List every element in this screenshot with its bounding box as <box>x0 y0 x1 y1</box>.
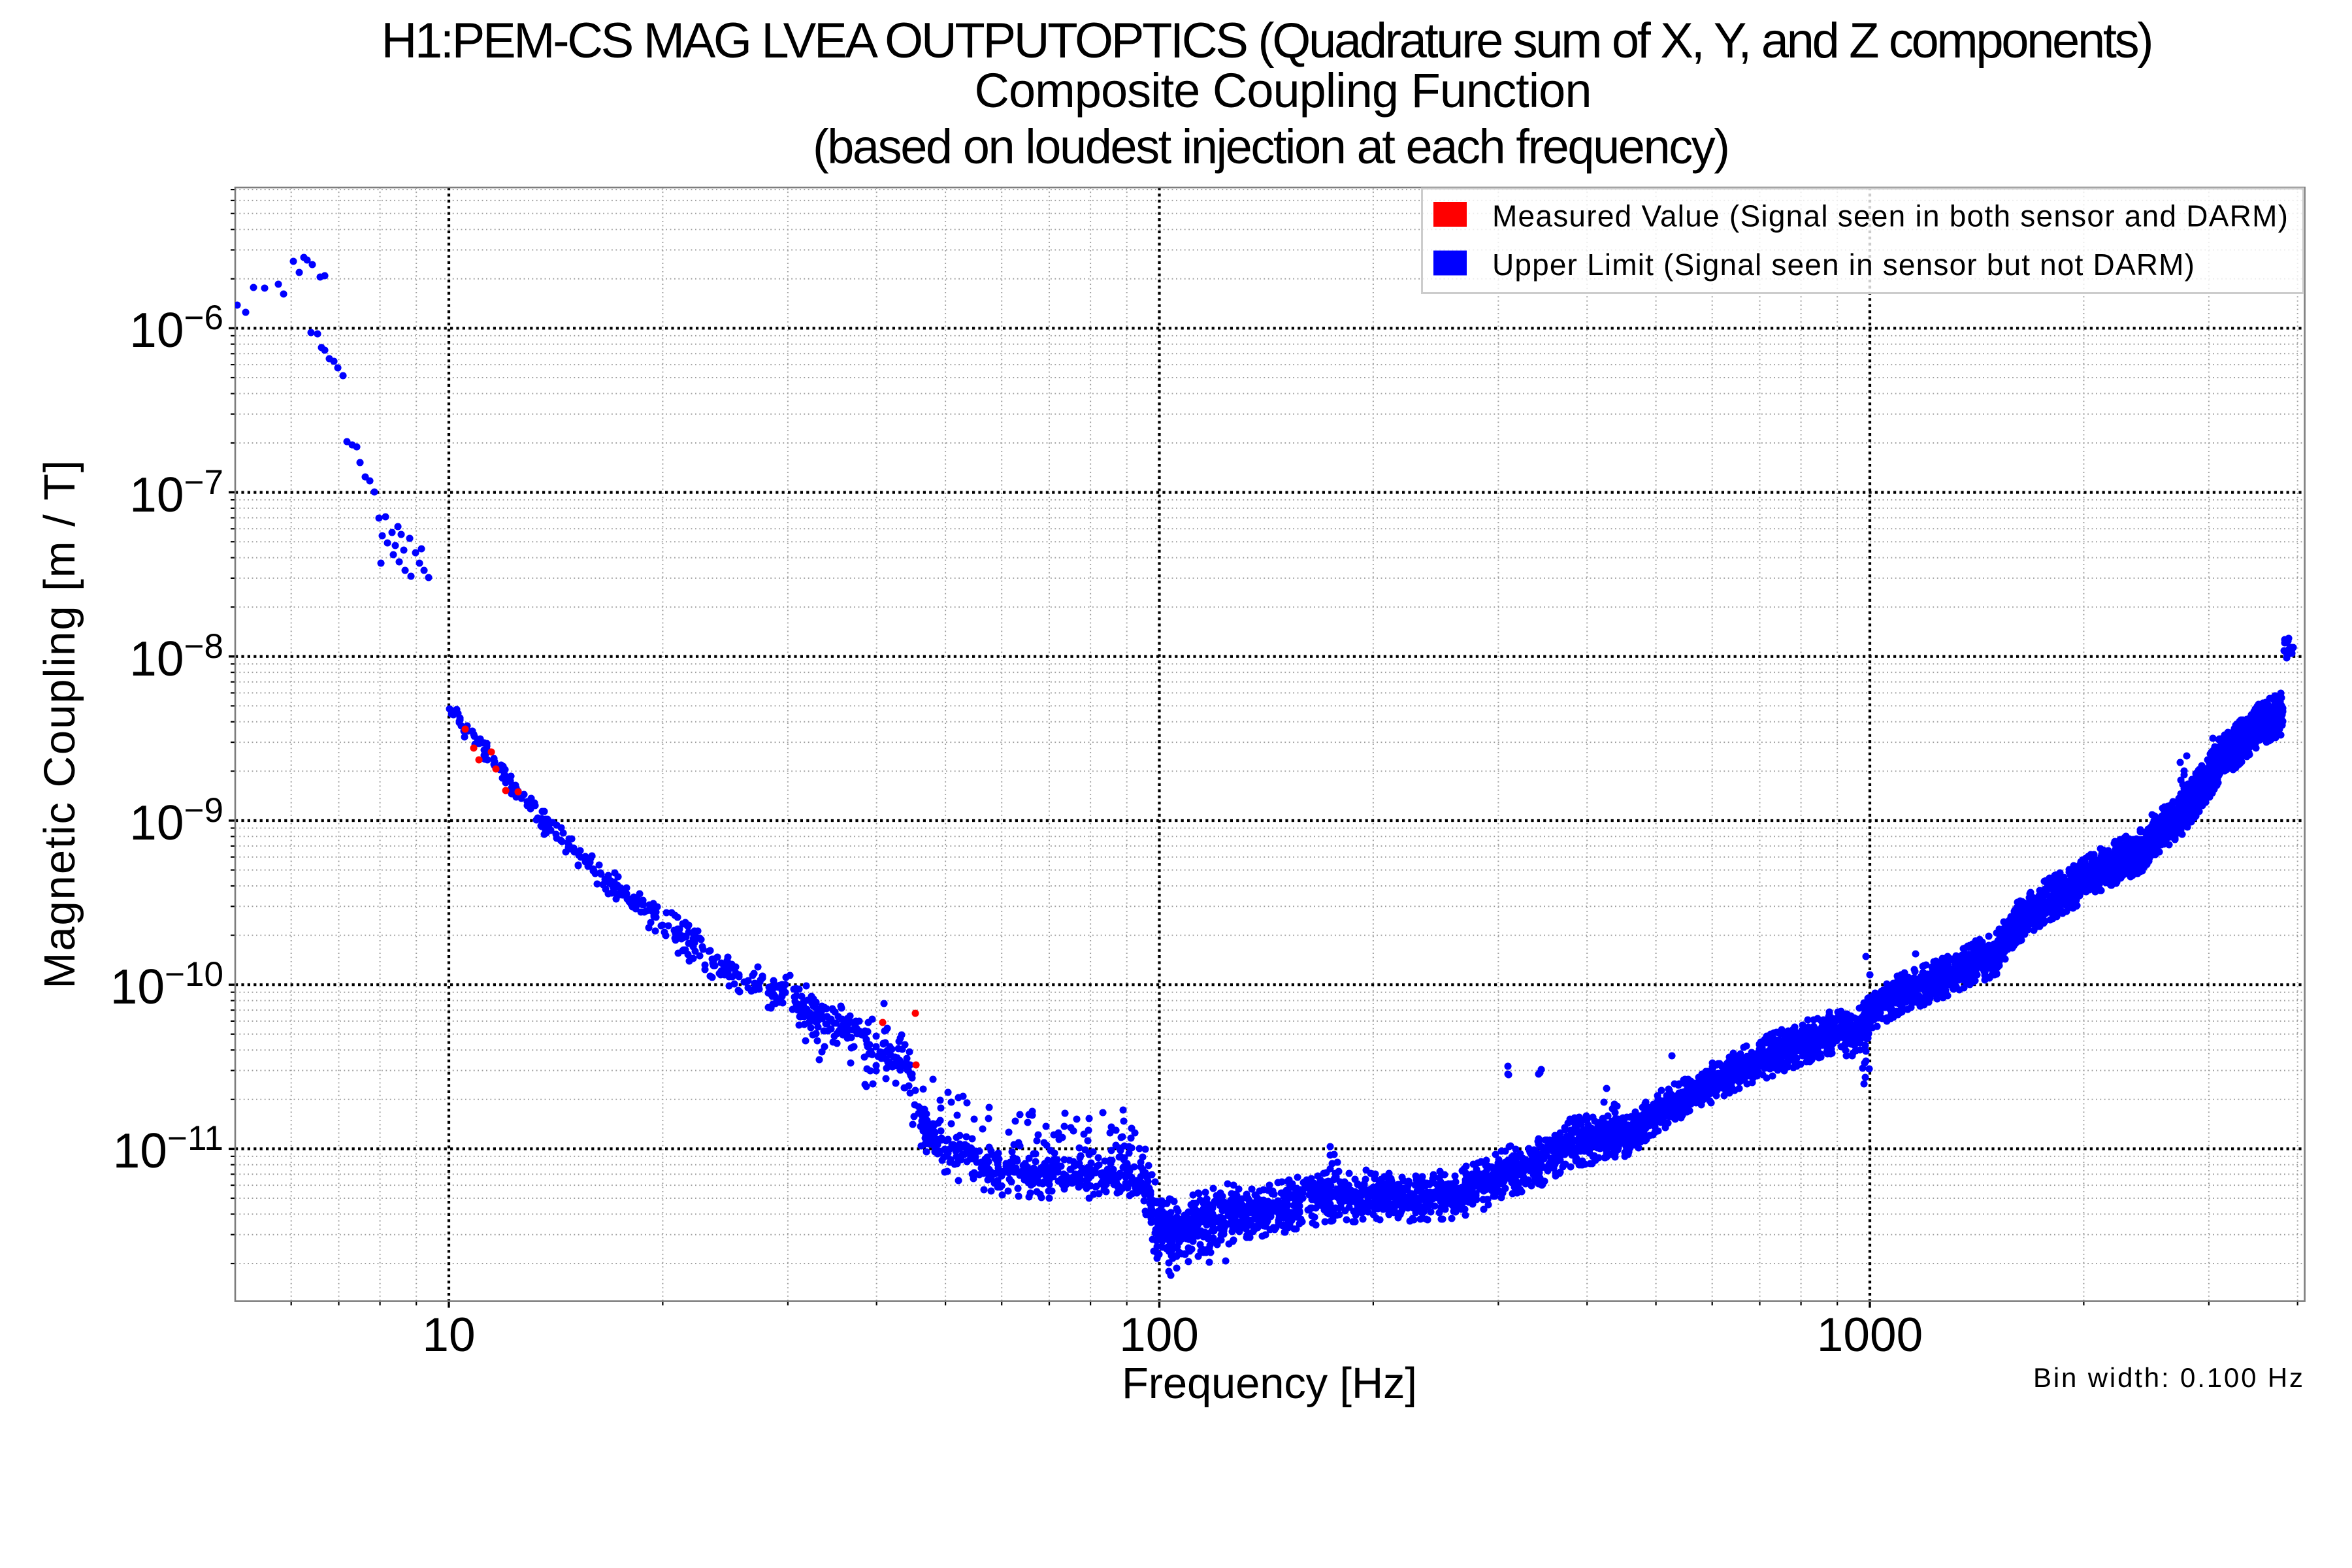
svg-text:100: 100 <box>1119 1309 1199 1362</box>
svg-text:Upper Limit (Signal seen in se: Upper Limit (Signal seen in sensor but n… <box>1492 248 2195 282</box>
svg-text:H1:PEM-CS MAG LVEA OUTPUTOPTIC: H1:PEM-CS MAG LVEA OUTPUTOPTICS (Quadrat… <box>382 13 2154 69</box>
svg-text:Measured Value (Signal seen in: Measured Value (Signal seen in both sens… <box>1492 199 2288 233</box>
svg-text:10−7: 10−7 <box>129 463 223 522</box>
svg-text:Composite Coupling Function: Composite Coupling Function <box>975 63 1592 118</box>
svg-text:(based on loudest injection at: (based on loudest injection at each freq… <box>813 120 1730 174</box>
svg-text:Bin width: 0.100 Hz: Bin width: 0.100 Hz <box>2033 1362 2303 1393</box>
svg-text:Magnetic Coupling [m / T]: Magnetic Coupling [m / T] <box>35 461 84 989</box>
svg-text:1000: 1000 <box>1817 1309 1923 1362</box>
svg-text:10: 10 <box>422 1309 475 1362</box>
svg-text:Frequency [Hz]: Frequency [Hz] <box>1122 1359 1417 1408</box>
